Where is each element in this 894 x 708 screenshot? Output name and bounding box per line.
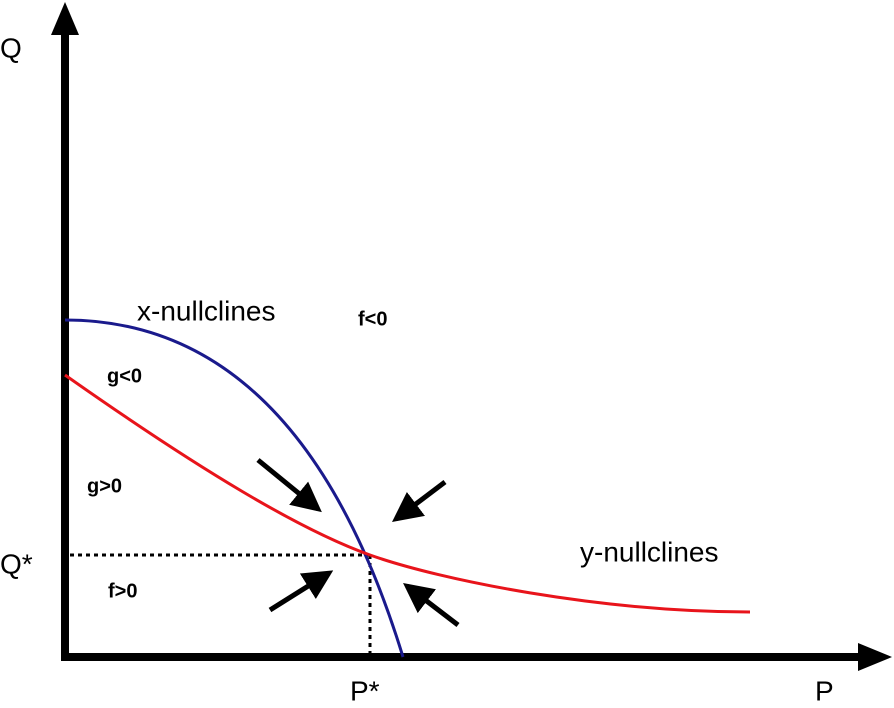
x-nullcline-label: x-nullclines <box>137 295 276 326</box>
region-label: f<0 <box>358 308 387 330</box>
region-label: g>0 <box>87 475 122 497</box>
y-nullcline-label: y-nullclines <box>580 536 719 567</box>
region-label: g<0 <box>107 365 142 387</box>
flow-arrows <box>256 458 460 627</box>
x-nullcline-curve <box>64 318 405 658</box>
axes <box>51 2 892 671</box>
flow-arrow <box>392 480 447 523</box>
equilibrium-guides <box>65 553 372 657</box>
flow-arrow <box>403 582 460 627</box>
x-axis-label: P <box>815 675 834 706</box>
y-nullcline-curve <box>64 373 751 614</box>
q-star-label: Q* <box>0 548 33 579</box>
x-arrowhead <box>858 643 892 671</box>
p-star-label: P* <box>350 675 380 706</box>
region-label: f>0 <box>108 580 137 602</box>
flow-arrow <box>268 570 334 613</box>
y-axis-label: Q <box>0 32 22 63</box>
flow-arrow <box>256 458 322 513</box>
y-arrowhead <box>51 2 79 35</box>
